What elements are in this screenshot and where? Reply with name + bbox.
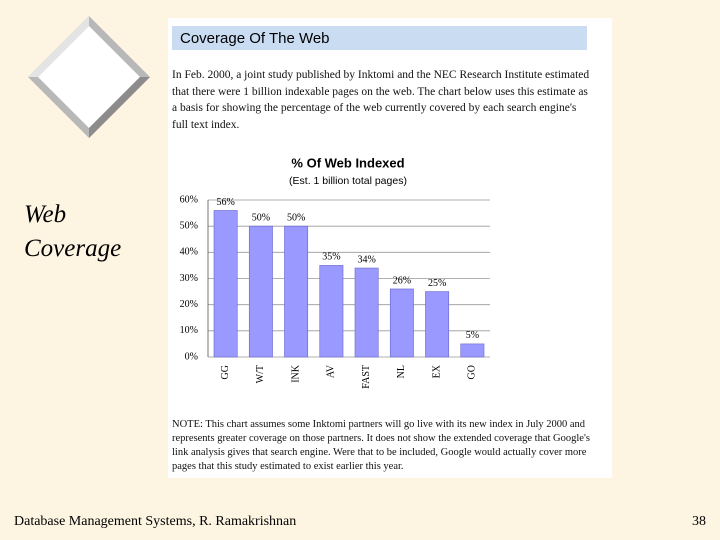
bar: [284, 225, 309, 358]
value-label: 25%: [428, 278, 446, 289]
x-tick-label: W/T: [255, 365, 266, 383]
value-label: 5%: [466, 330, 479, 341]
y-tick-label: 10%: [180, 325, 198, 336]
value-label: 50%: [252, 212, 270, 223]
y-tick-label: 60%: [180, 194, 198, 205]
x-tick-label: NL: [396, 365, 407, 378]
panel-heading: Coverage Of The Web: [172, 26, 587, 50]
bar: [354, 267, 379, 358]
bar: [319, 265, 344, 358]
bar: [248, 225, 273, 358]
y-tick-label: 0%: [185, 351, 198, 362]
x-tick-label: INK: [290, 364, 301, 383]
y-tick-label: 40%: [180, 247, 198, 258]
x-tick-label: EX: [431, 364, 442, 378]
x-tick-label: GO: [467, 365, 478, 379]
y-tick-label: 50%: [180, 220, 198, 231]
x-tick-label: GG: [220, 365, 231, 379]
y-tick-label: 30%: [180, 273, 198, 284]
page-number: 38: [692, 514, 706, 529]
value-label: 26%: [393, 275, 411, 286]
chart-subtitle: (Est. 1 billion total pages): [289, 175, 407, 187]
bar: [389, 288, 414, 358]
x-tick-label: FAST: [361, 365, 372, 389]
value-label: 50%: [287, 212, 305, 223]
value-label: 35%: [322, 252, 340, 263]
bar: [460, 343, 485, 358]
chart: % Of Web Indexed (Est. 1 billion total p…: [180, 155, 490, 389]
value-label: 56%: [216, 197, 234, 208]
bar: [425, 291, 450, 358]
slide-title: Web Coverage: [24, 201, 122, 262]
x-tick-label: AV: [326, 364, 337, 378]
intro-text: In Feb. 2000, a joint study published by…: [172, 69, 590, 131]
value-label: 34%: [357, 254, 375, 265]
bar: [213, 210, 238, 358]
note-text: NOTE: This chart assumes some Inktomi pa…: [172, 419, 590, 472]
y-tick-label: 20%: [180, 299, 198, 310]
chart-title: % Of Web Indexed: [291, 155, 404, 170]
content-panel: [168, 18, 612, 478]
footer: Database Management Systems, R. Ramakris…: [14, 514, 297, 529]
diamond-ornament: [28, 16, 150, 138]
